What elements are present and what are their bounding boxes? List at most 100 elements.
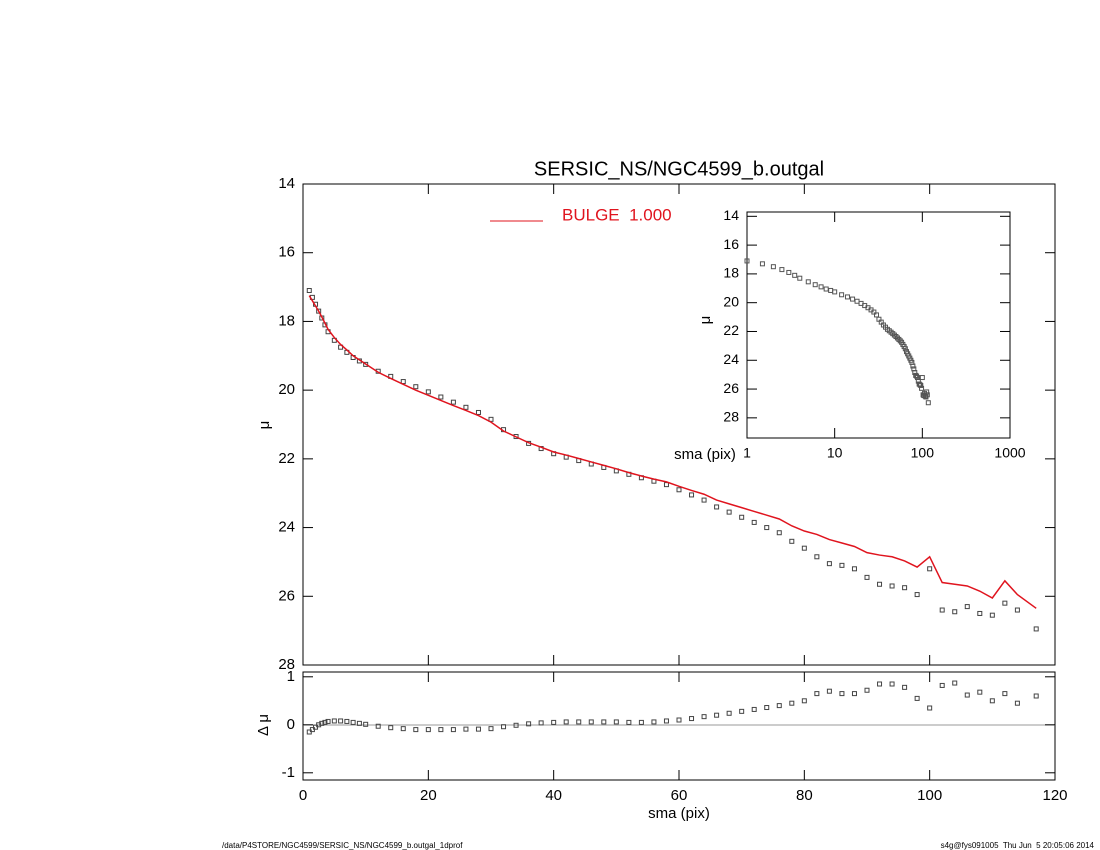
residual-point (400, 726, 406, 732)
data-point (413, 384, 419, 390)
inset-point (818, 284, 824, 290)
inset-point (919, 385, 925, 391)
inset-point (812, 282, 818, 288)
inset-point (918, 382, 924, 388)
y-tick-label: 14 (723, 207, 739, 223)
model-line (308, 295, 1037, 609)
inset-point (902, 346, 908, 352)
residual-point (726, 710, 732, 716)
residual-point (463, 726, 469, 732)
residual-point (689, 716, 695, 722)
residual-point (701, 714, 707, 720)
x-tick-label: 10 (827, 445, 843, 461)
residual-point (356, 720, 362, 726)
residual-point (889, 681, 895, 687)
data-point (889, 583, 895, 589)
inset-point (871, 309, 877, 315)
legend-label: BULGE 1.000 (562, 205, 672, 224)
residual-point (764, 705, 770, 711)
data-point (789, 538, 795, 544)
residual-point (388, 725, 394, 731)
inset-point (805, 279, 811, 285)
residual-point (638, 719, 644, 725)
residual-point (939, 682, 945, 688)
data-point (306, 288, 312, 294)
residual-point (814, 691, 820, 697)
residual-point (338, 718, 344, 724)
inset-point (770, 264, 776, 270)
chart-title: SERSIC_NS/NGC4599_b.outgal (534, 158, 824, 180)
inset-point (897, 338, 903, 344)
residual-point (526, 721, 532, 727)
inset-point (844, 294, 850, 300)
residual-point (902, 684, 908, 690)
inset-point (896, 336, 902, 342)
residual-point (322, 719, 328, 725)
x-tick-label: 40 (545, 787, 562, 804)
data-point (914, 592, 920, 598)
x-tick-label: 100 (917, 787, 942, 804)
inset-point (873, 312, 879, 318)
residual-point (601, 719, 607, 725)
y-tick-label: 26 (278, 587, 295, 604)
y-tick-label: 20 (723, 293, 739, 309)
residual-point (989, 698, 995, 704)
y-tick-label: 14 (278, 175, 295, 192)
data-point (1014, 607, 1020, 613)
residual-point (344, 718, 350, 724)
x-tick-label: 1000 (994, 445, 1025, 461)
y-tick-label: 16 (723, 236, 739, 252)
residual-point (413, 727, 419, 733)
inset-x-label: sma (pix) (674, 446, 736, 463)
inset-point (823, 286, 829, 292)
data-point (726, 509, 732, 515)
residual-point (952, 680, 958, 686)
inset-point (786, 269, 792, 275)
inset-point (919, 375, 925, 381)
residual-point (877, 681, 883, 687)
data-point (864, 574, 870, 580)
data-point (814, 554, 820, 560)
data-point (425, 389, 431, 395)
data-point (776, 530, 782, 536)
data-point (701, 497, 707, 503)
residual-point (864, 687, 870, 693)
inset-point (893, 334, 899, 340)
y-tick-label: 24 (723, 351, 739, 367)
residual-point (363, 721, 369, 727)
residual-y-label: Δ μ (255, 714, 272, 736)
x-tick-label: 20 (420, 787, 437, 804)
data-point (739, 514, 745, 520)
data-point (316, 308, 322, 314)
data-point (839, 562, 845, 568)
data-point (450, 399, 456, 405)
residual-frame (302, 671, 1056, 781)
inset-point (924, 392, 930, 398)
inset-point (910, 363, 916, 369)
y-tick-label: 1 (287, 668, 295, 685)
x-tick-label: 120 (1042, 787, 1067, 804)
residual-point (801, 698, 807, 704)
inset-point (839, 292, 845, 298)
residual-point (319, 720, 325, 726)
data-point (463, 404, 469, 410)
x-tick-label: 100 (911, 445, 935, 461)
residual-point (826, 688, 832, 694)
residual-point (331, 718, 337, 724)
inset-point (854, 298, 860, 304)
data-point (801, 545, 807, 551)
data-point (952, 609, 958, 615)
inset-y-label: μ (697, 316, 714, 325)
inset-point (744, 258, 750, 264)
main-frame (302, 183, 1056, 666)
residual-point (450, 727, 456, 733)
residual-point (739, 708, 745, 714)
data-point (714, 504, 720, 510)
x-tick-label: 60 (671, 787, 688, 804)
inset-point (797, 275, 803, 281)
inset-point (759, 261, 765, 267)
residual-point (964, 692, 970, 698)
residual-point (513, 722, 519, 728)
residual-point (576, 719, 582, 725)
inset-point (925, 400, 931, 406)
